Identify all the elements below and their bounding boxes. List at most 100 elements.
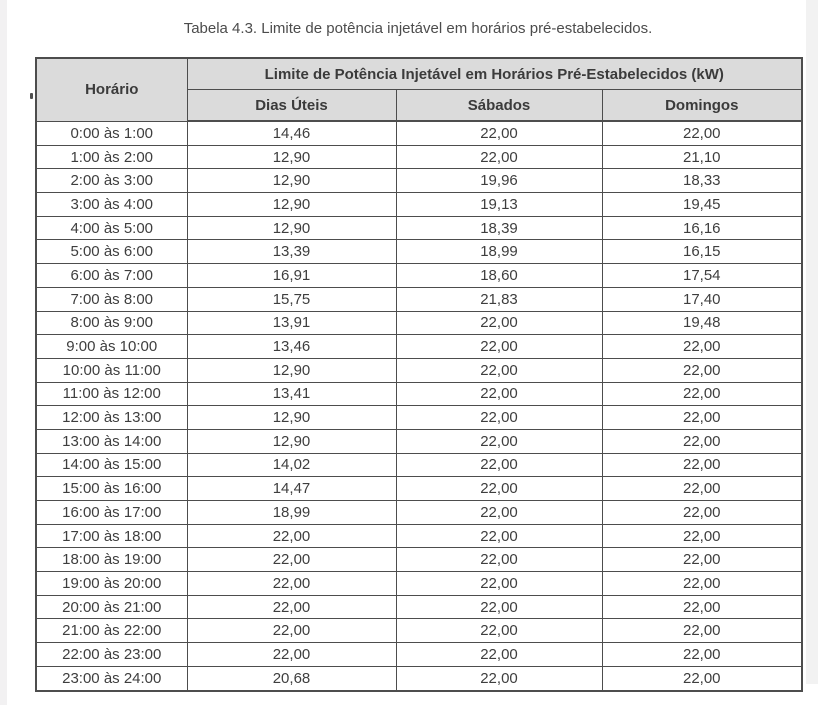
domingos-cell: 22,00 xyxy=(601,428,803,454)
domingos-cell: 22,00 xyxy=(601,452,803,478)
hour-cell: 9:00 às 10:00 xyxy=(35,334,188,359)
table-row: 17:00 às 18:00 22,00 22,00 22,00 xyxy=(35,523,803,549)
sabados-cell: 19,96 xyxy=(395,168,603,194)
dias-uteis-cell: 12,90 xyxy=(186,357,397,383)
domingos-cell: 17,54 xyxy=(601,263,803,288)
table-row: 6:00 às 7:00 16,91 18,60 17,54 xyxy=(35,263,803,288)
table-row: 20:00 às 21:00 22,00 22,00 22,00 xyxy=(35,594,803,620)
domingos-cell: 17,40 xyxy=(601,286,803,312)
dias-uteis-cell: 12,90 xyxy=(186,215,397,241)
dias-uteis-cell: 13,41 xyxy=(186,381,397,407)
domingos-cell: 22,00 xyxy=(601,594,803,620)
sabados-cell: 18,99 xyxy=(395,239,603,265)
table-row: 18:00 às 19:00 22,00 22,00 22,00 xyxy=(35,547,803,573)
dias-uteis-cell: 16,91 xyxy=(186,263,397,288)
hour-cell: 8:00 às 9:00 xyxy=(35,310,188,336)
table-row: 3:00 às 4:00 12,90 19,13 19,45 xyxy=(35,192,803,217)
hour-cell: 19:00 às 20:00 xyxy=(35,571,188,596)
sabados-cell: 22,00 xyxy=(395,523,603,549)
dias-uteis-cell: 18,99 xyxy=(186,500,397,525)
sabados-cell: 22,00 xyxy=(395,452,603,478)
sabados-cell: 22,00 xyxy=(395,618,603,644)
table-row: 21:00 às 22:00 22,00 22,00 22,00 xyxy=(35,618,803,644)
dias-uteis-cell: 13,39 xyxy=(186,239,397,265)
sabados-cell: 22,00 xyxy=(395,571,603,596)
sabados-cell: 22,00 xyxy=(395,665,603,692)
hour-cell: 3:00 às 4:00 xyxy=(35,192,188,217)
hour-cell: 21:00 às 22:00 xyxy=(35,618,188,644)
dias-uteis-cell: 14,02 xyxy=(186,452,397,478)
sabados-cell: 22,00 xyxy=(395,594,603,620)
dias-uteis-cell: 12,90 xyxy=(186,192,397,217)
domingos-cell: 22,00 xyxy=(601,405,803,430)
sabados-cell: 22,00 xyxy=(395,334,603,359)
hour-cell: 15:00 às 16:00 xyxy=(35,476,188,501)
hour-cell: 11:00 às 12:00 xyxy=(35,381,188,407)
dias-uteis-cell: 14,47 xyxy=(186,476,397,501)
table-row: 15:00 às 16:00 14,47 22,00 22,00 xyxy=(35,476,803,501)
header-sabados: Sábados xyxy=(395,89,603,122)
dias-uteis-cell: 13,46 xyxy=(186,334,397,359)
hour-cell: 13:00 às 14:00 xyxy=(35,428,188,454)
domingos-cell: 22,00 xyxy=(601,618,803,644)
sabados-cell: 22,00 xyxy=(395,642,603,667)
hour-cell: 20:00 às 21:00 xyxy=(35,594,188,620)
domingos-cell: 22,00 xyxy=(601,500,803,525)
hour-cell: 6:00 às 7:00 xyxy=(35,263,188,288)
table-row: 11:00 às 12:00 13,41 22,00 22,00 xyxy=(35,381,803,407)
table-header: Horário Limite de Potência Injetável em … xyxy=(35,57,803,122)
domingos-cell: 22,00 xyxy=(601,381,803,407)
dias-uteis-cell: 22,00 xyxy=(186,523,397,549)
table-row: 19:00 às 20:00 22,00 22,00 22,00 xyxy=(35,571,803,596)
hour-cell: 22:00 às 23:00 xyxy=(35,642,188,667)
domingos-cell: 22,00 xyxy=(601,476,803,501)
domingos-cell: 22,00 xyxy=(601,665,803,692)
domingos-cell: 16,15 xyxy=(601,239,803,265)
table-row: 10:00 às 11:00 12,90 22,00 22,00 xyxy=(35,357,803,383)
domingos-cell: 22,00 xyxy=(601,547,803,573)
hour-cell: 5:00 às 6:00 xyxy=(35,239,188,265)
hour-cell: 4:00 às 5:00 xyxy=(35,215,188,241)
domingos-cell: 21,10 xyxy=(601,144,803,170)
domingos-cell: 19,45 xyxy=(601,192,803,217)
sabados-cell: 22,00 xyxy=(395,144,603,170)
sabados-cell: 19,13 xyxy=(395,192,603,217)
table-row: 7:00 às 8:00 15,75 21,83 17,40 xyxy=(35,286,803,312)
table-row: 13:00 às 14:00 12,90 22,00 22,00 xyxy=(35,428,803,454)
domingos-cell: 18,33 xyxy=(601,168,803,194)
table-row: 8:00 às 9:00 13,91 22,00 19,48 xyxy=(35,310,803,336)
dias-uteis-cell: 13,91 xyxy=(186,310,397,336)
dias-uteis-cell: 12,90 xyxy=(186,168,397,194)
dias-uteis-cell: 12,90 xyxy=(186,428,397,454)
dias-uteis-cell: 22,00 xyxy=(186,547,397,573)
sabados-cell: 22,00 xyxy=(395,120,603,146)
header-dias-uteis: Dias Úteis xyxy=(186,89,397,122)
domingos-cell: 16,16 xyxy=(601,215,803,241)
sabados-cell: 18,60 xyxy=(395,263,603,288)
dias-uteis-cell: 14,46 xyxy=(186,120,397,146)
page-edge-right xyxy=(806,0,818,684)
domingos-cell: 22,00 xyxy=(601,571,803,596)
stray-mark xyxy=(30,93,33,99)
table-row: 5:00 às 6:00 13,39 18,99 16,15 xyxy=(35,239,803,265)
hour-cell: 0:00 às 1:00 xyxy=(35,120,188,146)
sabados-cell: 22,00 xyxy=(395,500,603,525)
table-row: 0:00 às 1:00 14,46 22,00 22,00 xyxy=(35,120,803,146)
domingos-cell: 22,00 xyxy=(601,642,803,667)
dias-uteis-cell: 15,75 xyxy=(186,286,397,312)
sabados-cell: 22,00 xyxy=(395,310,603,336)
header-group: Limite de Potência Injetável em Horários… xyxy=(186,57,803,90)
table-row: 1:00 às 2:00 12,90 22,00 21,10 xyxy=(35,144,803,170)
sabados-cell: 22,00 xyxy=(395,357,603,383)
header-horario: Horário xyxy=(35,57,188,122)
hour-cell: 23:00 às 24:00 xyxy=(35,665,188,692)
domingos-cell: 22,00 xyxy=(601,334,803,359)
sabados-cell: 21,83 xyxy=(395,286,603,312)
table-body: 0:00 às 1:00 14,46 22,00 22,00 1:00 às 2:00 1… xyxy=(35,120,803,692)
hour-cell: 17:00 às 18:00 xyxy=(35,523,188,549)
domingos-cell: 22,00 xyxy=(601,523,803,549)
dias-uteis-cell: 20,68 xyxy=(186,665,397,692)
domingos-cell: 22,00 xyxy=(601,120,803,146)
table-row: 14:00 às 15:00 14,02 22,00 22,00 xyxy=(35,452,803,478)
domingos-cell: 19,48 xyxy=(601,310,803,336)
